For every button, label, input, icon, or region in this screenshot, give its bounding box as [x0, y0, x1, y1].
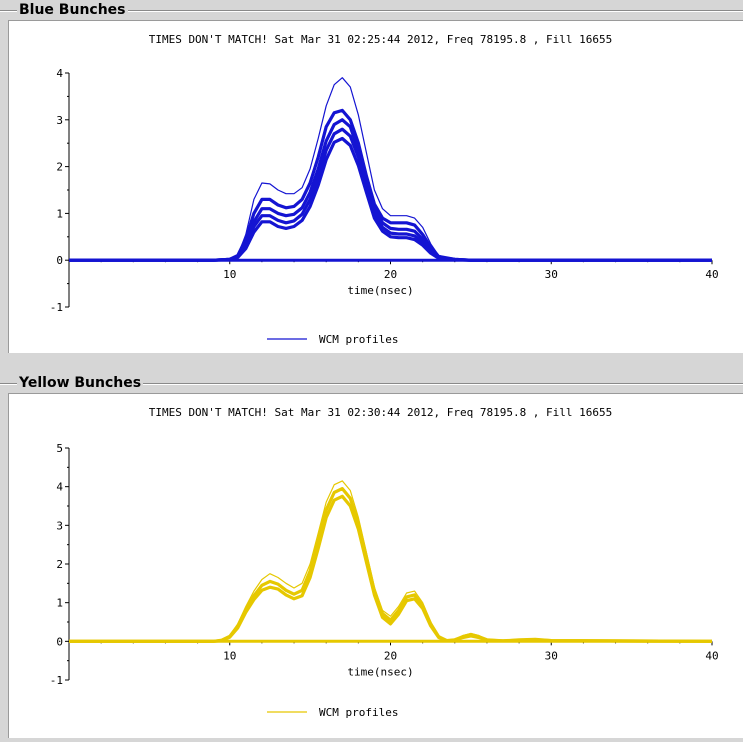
- panel-title: Yellow Bunches: [17, 373, 144, 393]
- panel-divider: [0, 10, 743, 12]
- y-tick-label: 3: [56, 519, 63, 532]
- plot-area: TIMES DON'T MATCH! Sat Mar 31 02:30:44 2…: [8, 393, 743, 738]
- x-tick-label: 10: [223, 268, 236, 281]
- y-tick-label: 0: [56, 254, 63, 267]
- profile-line: [69, 108, 712, 262]
- x-tick-label: 30: [545, 268, 558, 281]
- y-tick-label: 0: [56, 635, 63, 648]
- y-tick-label: 2: [56, 558, 63, 571]
- panel-title: Blue Bunches: [17, 0, 128, 20]
- legend-label: WCM profiles: [319, 706, 398, 719]
- chart-title: TIMES DON'T MATCH! Sat Mar 31 02:25:44 2…: [149, 33, 613, 46]
- yellow-bunches-panel: Yellow Bunches TIMES DON'T MATCH! Sat Ma…: [0, 373, 743, 738]
- profile-line: [69, 480, 713, 642]
- x-tick-label: 40: [705, 649, 718, 662]
- legend-label: WCM profiles: [319, 333, 398, 346]
- profile-line: [69, 77, 712, 261]
- y-tick-label: 5: [56, 442, 63, 455]
- y-tick-label: 4: [56, 67, 63, 80]
- profile-line: [69, 486, 713, 643]
- blue-bunches-panel: Blue Bunches TIMES DON'T MATCH! Sat Mar …: [0, 0, 743, 360]
- y-tick-label: -1: [50, 301, 63, 314]
- panel-divider: [0, 383, 743, 385]
- profile-line: [69, 494, 713, 643]
- x-tick-label: 40: [705, 268, 718, 281]
- y-tick-label: -1: [50, 674, 63, 687]
- y-tick-label: 2: [56, 161, 63, 174]
- plot-area: TIMES DON'T MATCH! Sat Mar 31 02:25:44 2…: [8, 20, 743, 353]
- x-tick-label: 20: [384, 268, 397, 281]
- x-axis-label: time(nsec): [347, 284, 413, 297]
- x-tick-label: 20: [384, 649, 397, 662]
- y-tick-label: 1: [56, 207, 63, 220]
- profile-line: [69, 118, 712, 262]
- chart-title: TIMES DON'T MATCH! Sat Mar 31 02:30:44 2…: [149, 406, 613, 419]
- x-tick-label: 10: [223, 649, 236, 662]
- profile-line: [69, 136, 712, 262]
- y-tick-label: 4: [56, 481, 63, 494]
- x-axis-label: time(nsec): [347, 665, 413, 678]
- x-tick-label: 30: [545, 649, 558, 662]
- profile-line: [69, 127, 712, 262]
- yellow-bunches-chart: TIMES DON'T MATCH! Sat Mar 31 02:30:44 2…: [50, 406, 719, 719]
- y-tick-label: 3: [56, 114, 63, 127]
- blue-bunches-chart: TIMES DON'T MATCH! Sat Mar 31 02:25:44 2…: [50, 33, 719, 346]
- y-tick-label: 1: [56, 597, 63, 610]
